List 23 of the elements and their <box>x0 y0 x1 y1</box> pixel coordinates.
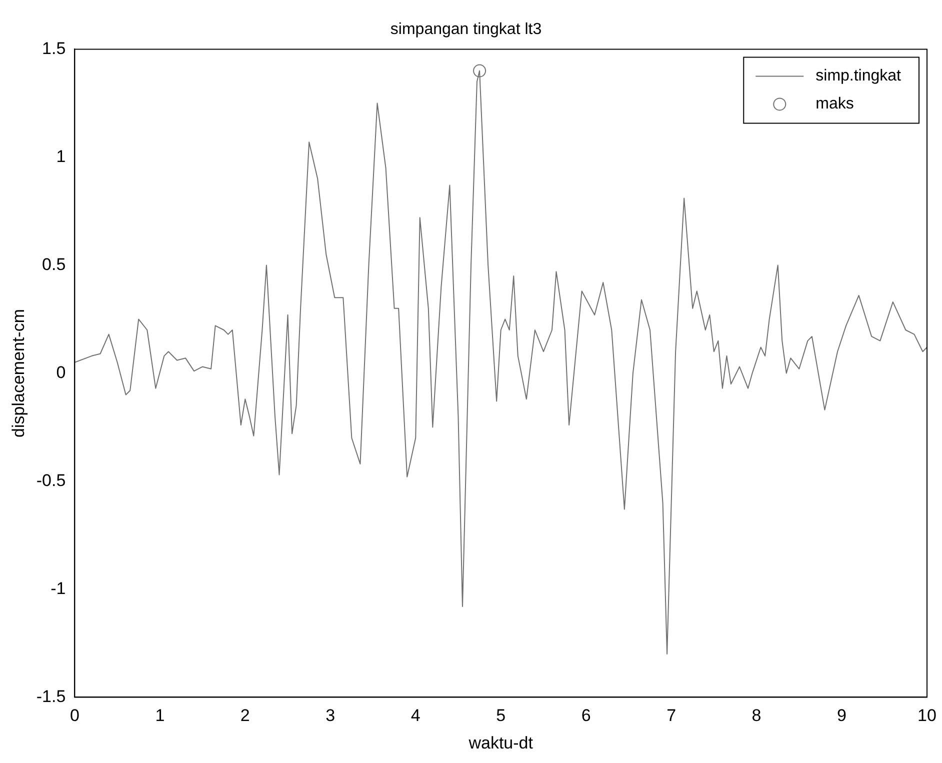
y-tick-label: 0.5 <box>42 254 66 274</box>
x-tick-label: 10 <box>918 706 936 726</box>
x-tick-label: 6 <box>581 706 591 726</box>
x-tick-label: 7 <box>666 706 676 726</box>
y-tick-label: -0.5 <box>36 470 66 490</box>
x-tick-label: 8 <box>752 706 762 726</box>
chart-title: simpangan tingkat lt3 <box>390 21 542 38</box>
y-tick-label: 1.5 <box>42 38 66 58</box>
y-tick-label: 1 <box>56 146 66 166</box>
y-axis-title: displacement-cm <box>8 308 28 438</box>
x-tick-label: 1 <box>155 706 165 726</box>
y-tick-label: 0 <box>56 362 66 382</box>
x-tick-label: 5 <box>496 706 506 726</box>
y-tick-label: -1.5 <box>36 686 66 706</box>
y-tick-label: -1 <box>50 578 66 598</box>
x-tick-label: 3 <box>326 706 336 726</box>
x-tick-label: 4 <box>410 706 420 726</box>
x-tick-label: 0 <box>70 706 80 726</box>
legend-label: maks <box>816 96 854 113</box>
x-axis-title: waktu-dt <box>468 733 534 752</box>
x-tick-label: 2 <box>240 706 250 726</box>
legend-label: simp.tingkat <box>816 68 902 85</box>
x-tick-label: 9 <box>837 706 847 726</box>
